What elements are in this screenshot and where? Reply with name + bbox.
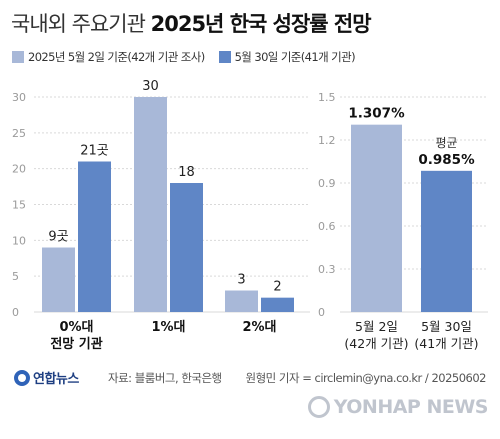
legend-item-may30: 5월 30일 기준(41개 기관) bbox=[218, 49, 356, 65]
bar-label-left-s0-c2: 3 bbox=[237, 273, 245, 288]
chart-area: 0 5 10 15 20 25 30 9곳 21곳 0%대전망 기관 30 18 1%대 3 2 2%대 0 0.… bbox=[12, 79, 488, 352]
title-bold: 2025년 한국 성장률 전망 bbox=[150, 12, 372, 36]
legend-swatch-may2 bbox=[12, 51, 24, 63]
logo-text: 연합뉴스 bbox=[33, 372, 79, 387]
right-category-1-line-0: 5월 30일 bbox=[421, 319, 472, 334]
left-ytick-25: 25 bbox=[12, 127, 26, 140]
left-ytick-20: 20 bbox=[12, 163, 26, 176]
bar-left-s1-c2 bbox=[261, 297, 294, 312]
legend-label-may2: 2025년 5월 2일 기준(42개 기관 조사) bbox=[28, 50, 205, 64]
bar-left-s0-c2 bbox=[225, 290, 258, 312]
bar-left-s1-c1 bbox=[170, 183, 203, 312]
yonhap-logo-icon bbox=[14, 369, 30, 386]
bar-label-right-0: 1.307% bbox=[348, 106, 405, 122]
left-ytick-10: 10 bbox=[12, 234, 26, 247]
footer: 연합뉴스 자료: 블룸버그, 한국은행 원형민 기자 = circlemin@y… bbox=[0, 362, 500, 439]
bar-label-right-1: 0.985% bbox=[418, 152, 475, 168]
left-ytick-5: 5 bbox=[12, 270, 19, 283]
right-category-0-line-1: (42개 기관) bbox=[344, 336, 408, 351]
left-category-2-line-0: 2%대 bbox=[242, 320, 276, 335]
title-light: 국내외 주요기관 bbox=[11, 12, 146, 36]
bar-label-left-s1-c2: 2 bbox=[273, 280, 281, 295]
right-ytick-3: 0.9 bbox=[318, 177, 336, 190]
legend: 2025년 5월 2일 기준(42개 기관 조사) 5월 30일 기준(41개 … bbox=[12, 49, 369, 65]
bar-left-s1-c0 bbox=[78, 161, 111, 312]
chart-title: 국내외 주요기관 2025년 한국 성장률 전망 bbox=[11, 8, 372, 38]
bar-left-s0-c1 bbox=[134, 97, 167, 312]
right-ytick-1: 0.3 bbox=[318, 263, 336, 276]
legend-swatch-may30 bbox=[218, 51, 231, 63]
source-text: 자료: 블룸버그, 한국은행 bbox=[108, 371, 222, 385]
right-ytick-2: 0.6 bbox=[318, 220, 336, 233]
bar-right-1 bbox=[421, 170, 472, 312]
right-category-0-line-0: 5월 2일 bbox=[355, 319, 398, 334]
bar-right-0 bbox=[351, 124, 402, 312]
yonhap-logo: 연합뉴스 bbox=[14, 368, 79, 387]
right-ytick-0: 0 bbox=[318, 306, 325, 319]
watermark-icon bbox=[307, 396, 330, 418]
left-category-1-line-0: 1%대 bbox=[151, 320, 185, 335]
watermark-text: YONHAP NEWS bbox=[333, 396, 489, 418]
average-annotation: 평균 bbox=[435, 136, 457, 150]
bar-label-left-s1-c0: 21곳 bbox=[80, 144, 109, 159]
bar-left-s0-c0 bbox=[42, 247, 75, 312]
bar-label-left-s0-c0: 9곳 bbox=[48, 230, 68, 245]
right-category-1-line-1: (41개 기관) bbox=[414, 336, 478, 351]
bar-label-left-s0-c1: 30 bbox=[142, 79, 159, 94]
legend-label-may30: 5월 30일 기준(41개 기관) bbox=[234, 50, 356, 64]
left-category-0-line-0: 0%대 bbox=[59, 320, 93, 335]
credit-text: 원형민 기자 = circlemin@yna.co.kr / 20250602 bbox=[245, 371, 487, 385]
legend-item-may2: 2025년 5월 2일 기준(42개 기관 조사) bbox=[12, 49, 205, 65]
bar-label-left-s1-c1: 18 bbox=[178, 165, 195, 180]
left-ytick-0: 0 bbox=[12, 306, 19, 319]
watermark: YONHAP NEWS bbox=[307, 396, 489, 418]
left-ytick-15: 15 bbox=[12, 199, 26, 212]
left-category-0-line-1: 전망 기관 bbox=[50, 336, 102, 352]
left-ytick-30: 30 bbox=[12, 91, 26, 104]
right-ytick-5: 1.5 bbox=[318, 91, 336, 104]
right-ytick-4: 1.2 bbox=[318, 134, 336, 147]
